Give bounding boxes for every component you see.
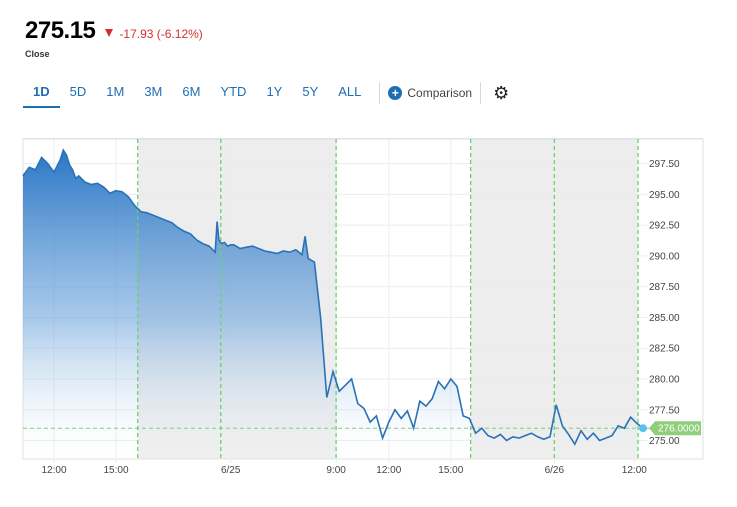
comparison-label: Comparison [407, 86, 473, 100]
tab-all[interactable]: ALL [338, 84, 362, 99]
last-price-dot [639, 424, 647, 433]
y-tick-label: 295.00 [649, 190, 680, 201]
comparison-button[interactable]: + Comparison [388, 86, 472, 100]
toolbar-divider-2 [480, 82, 482, 104]
tab-ytd[interactable]: YTD [220, 84, 247, 99]
quote-header: 275.15 -17.93 (-6.12%) [25, 17, 203, 45]
gear-icon[interactable]: ⚙ [493, 82, 510, 103]
y-tick-label: 287.50 [649, 282, 680, 293]
timeframe-tabs: 1D 5D 1M 3M 6M YTD 1Y 5Y ALL + Compariso… [23, 78, 509, 108]
x-tick-label: 6/25 [221, 465, 241, 476]
tab-5d[interactable]: 5D [69, 84, 87, 99]
y-tick-label: 290.00 [649, 251, 680, 262]
x-tick-label: 15:00 [103, 465, 128, 476]
x-tick-label: 12:00 [41, 465, 66, 476]
tab-1y[interactable]: 1Y [266, 84, 283, 99]
x-tick-label: 6/26 [545, 465, 565, 476]
y-tick-label: 282.50 [649, 344, 680, 355]
price-change: -17.93 (-6.12%) [105, 27, 203, 41]
down-arrow-icon [105, 29, 114, 37]
tab-6m[interactable]: 6M [182, 84, 201, 99]
x-tick-label: 12:00 [622, 465, 647, 476]
x-tick-label: 12:00 [376, 465, 401, 476]
y-tick-label: 277.50 [649, 405, 680, 416]
last-price-tag-label: 276.0000 [658, 424, 700, 435]
tab-1d[interactable]: 1D [23, 78, 60, 108]
tab-1m[interactable]: 1M [106, 84, 125, 99]
y-tick-label: 280.00 [649, 375, 680, 386]
x-tick-label: 15:00 [438, 465, 463, 476]
y-tick-label: 275.00 [649, 436, 680, 447]
price-change-value: -17.93 (-6.12%) [119, 27, 203, 41]
last-price: 275.15 [25, 17, 96, 44]
y-tick-label: 292.50 [649, 221, 680, 232]
close-label: Close [25, 49, 50, 59]
price-line [22, 148, 644, 446]
y-tick-label: 297.50 [649, 159, 680, 170]
plus-icon: + [388, 86, 403, 100]
x-tick-label: 9:00 [326, 465, 346, 476]
tab-3m[interactable]: 3M [144, 84, 163, 99]
tab-5y[interactable]: 5Y [302, 84, 319, 99]
price-area [23, 150, 643, 459]
last-price-tag: 276.0000 [649, 421, 701, 436]
y-tick-label: 285.00 [649, 313, 680, 324]
toolbar-divider [379, 82, 381, 104]
